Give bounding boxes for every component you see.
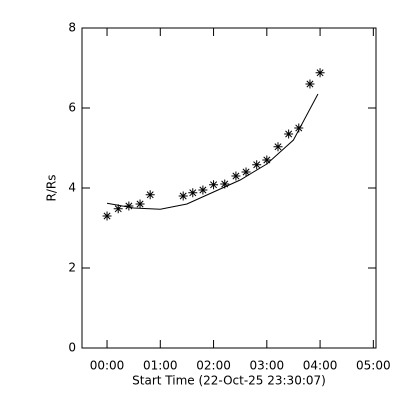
fit-curve <box>106 93 319 210</box>
data-point <box>241 167 251 177</box>
data-point <box>135 199 145 209</box>
y-tick-label: 2 <box>68 261 76 275</box>
x-tick-label: 03:00 <box>250 359 285 373</box>
x-axis-label: Start Time (22-Oct-25 23:30:07) <box>132 374 326 388</box>
y-tick-label: 0 <box>68 341 76 355</box>
y-tick-label: 6 <box>68 101 76 115</box>
data-point <box>305 79 315 89</box>
y-tick-label: 8 <box>68 21 76 35</box>
data-point <box>231 171 241 181</box>
data-point <box>220 179 230 189</box>
data-point <box>145 190 155 200</box>
data-point <box>178 191 188 201</box>
x-tick-label: 00:00 <box>90 359 125 373</box>
x-tick-label: 05:00 <box>356 359 391 373</box>
data-point <box>198 185 208 195</box>
data-point <box>294 123 304 133</box>
x-tick-label: 01:00 <box>143 359 178 373</box>
data-point <box>273 142 283 152</box>
data-point <box>284 129 294 139</box>
data-point <box>124 201 134 211</box>
y-tick-label: 4 <box>68 181 76 195</box>
data-point <box>102 211 112 221</box>
data-point <box>252 160 262 170</box>
y-axis-label: R/Rs <box>45 175 59 202</box>
data-point <box>315 68 325 78</box>
data-point <box>262 155 272 165</box>
x-tick-label: 02:00 <box>196 359 231 373</box>
x-tick-label: 04:00 <box>303 359 338 373</box>
plot-frame <box>81 27 377 349</box>
data-point <box>188 188 198 198</box>
data-point <box>209 180 219 190</box>
data-point <box>113 204 123 214</box>
